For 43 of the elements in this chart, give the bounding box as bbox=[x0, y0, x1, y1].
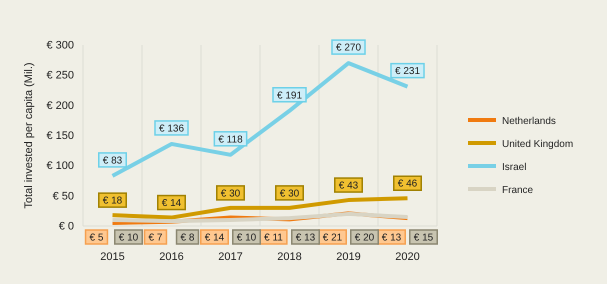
data-label: € 15 bbox=[414, 232, 434, 244]
data-label: € 8 bbox=[180, 232, 195, 244]
data-label: € 21 bbox=[322, 232, 343, 244]
data-label: € 191 bbox=[276, 90, 302, 102]
data-label: € 83 bbox=[102, 155, 123, 166]
data-label: € 10 bbox=[236, 232, 257, 244]
data-label: € 13 bbox=[382, 232, 402, 244]
x-tick-label: 2020 bbox=[395, 250, 420, 263]
y-tick-label: € 250 bbox=[46, 70, 74, 82]
data-label: € 46 bbox=[398, 178, 418, 190]
legend-label: Israel bbox=[502, 162, 526, 173]
y-tick-label: € 0 bbox=[58, 220, 74, 233]
x-tick-label: 2015 bbox=[100, 250, 125, 263]
data-label: € 118 bbox=[218, 134, 244, 146]
x-tick-label: 2016 bbox=[159, 250, 184, 263]
y-axis-title: Total invested per capita (Mil.) bbox=[23, 62, 35, 209]
data-label: € 231 bbox=[394, 66, 420, 78]
y-tick-label: € 50 bbox=[52, 190, 74, 202]
data-label: € 18 bbox=[102, 196, 123, 207]
x-tick-label: 2019 bbox=[336, 250, 361, 263]
data-label: € 7 bbox=[148, 232, 163, 244]
x-tick-label: 2018 bbox=[277, 250, 302, 263]
data-label: € 43 bbox=[338, 180, 359, 192]
y-tick-label: € 100 bbox=[46, 160, 74, 172]
y-tick-label: € 300 bbox=[46, 40, 74, 52]
legend-label: United Kingdom bbox=[502, 139, 574, 150]
data-label: € 14 bbox=[204, 232, 225, 244]
y-tick-label: € 200 bbox=[46, 100, 74, 112]
legend-label: France bbox=[502, 185, 534, 196]
data-label: € 20 bbox=[354, 232, 375, 244]
y-tick-label: € 150 bbox=[46, 130, 74, 142]
data-label: € 136 bbox=[158, 123, 184, 134]
data-label: € 14 bbox=[162, 198, 182, 210]
line-series bbox=[110, 196, 410, 220]
data-label: € 270 bbox=[336, 42, 362, 54]
x-tick-label: 2017 bbox=[218, 250, 243, 263]
legend-label: Netherlands bbox=[502, 116, 556, 127]
data-label: € 13 bbox=[296, 232, 316, 244]
data-label: € 30 bbox=[280, 188, 300, 200]
data-label: € 11 bbox=[264, 232, 284, 244]
data-label: € 10 bbox=[118, 232, 139, 244]
data-label: € 5 bbox=[90, 232, 104, 244]
data-label: € 30 bbox=[220, 188, 241, 200]
